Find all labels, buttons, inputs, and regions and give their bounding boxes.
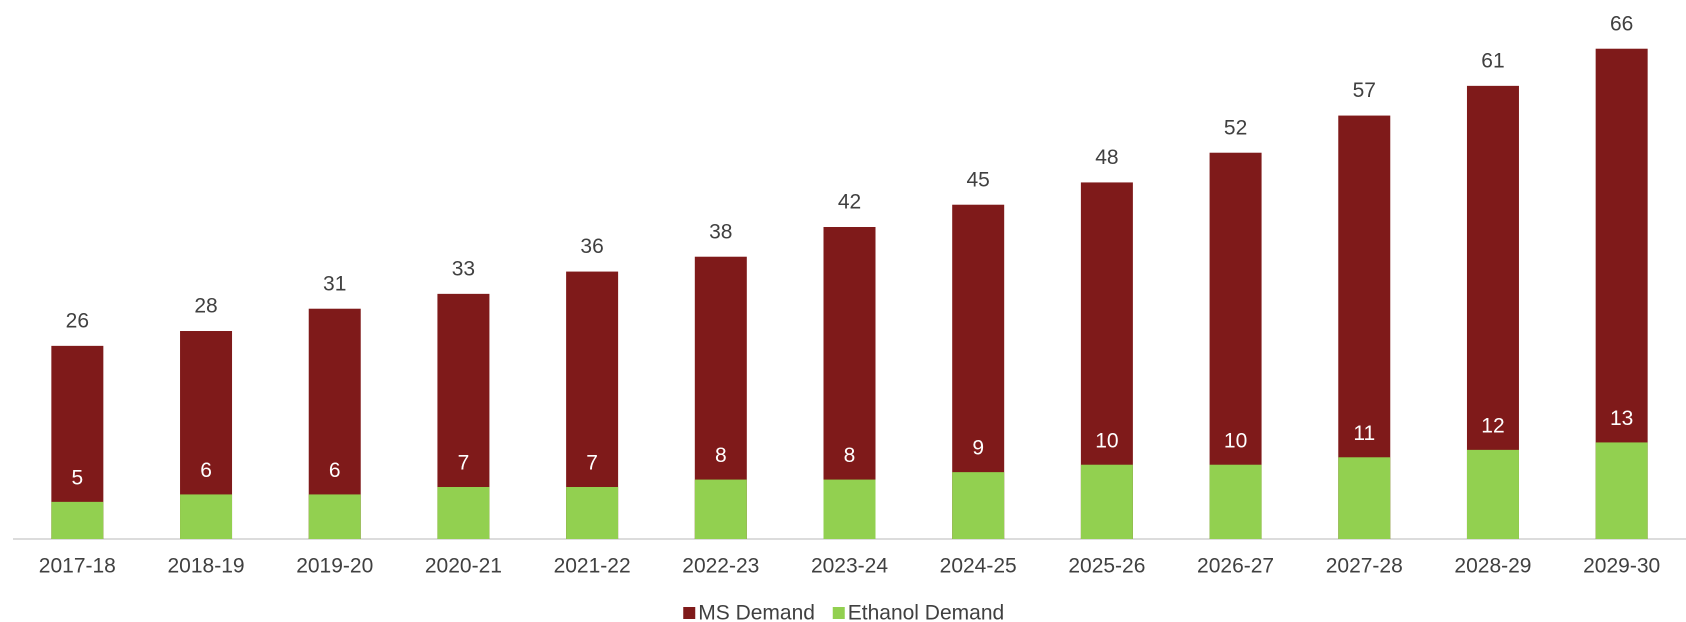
bar: [1338, 457, 1391, 539]
x-tick-label: 2023-24: [811, 555, 888, 578]
x-tick-label: 2024-25: [940, 555, 1017, 578]
x-tick-label: 2026-27: [1197, 555, 1274, 578]
x-tick-label: 2021-22: [554, 555, 631, 578]
value-label: 13: [1610, 407, 1633, 430]
legend-label: Ethanol Demand: [848, 602, 1004, 622]
x-tick-label: 2019-20: [296, 555, 373, 578]
bar: [180, 494, 233, 539]
legend-swatch: [832, 607, 845, 619]
x-tick-label: 2029-30: [1583, 555, 1660, 578]
bar: [1209, 464, 1262, 539]
x-tick-label: 2017-18: [39, 555, 116, 578]
value-label: 31: [323, 272, 346, 295]
bar: [308, 494, 361, 539]
value-label: 45: [967, 168, 990, 191]
bar: [566, 487, 619, 539]
bar: [51, 501, 104, 539]
value-label: 33: [452, 257, 475, 280]
bar: [1466, 449, 1519, 539]
value-label: 10: [1224, 429, 1247, 452]
value-label: 36: [580, 235, 603, 258]
value-label: 38: [709, 220, 732, 243]
x-tick-label: 2018-19: [167, 555, 244, 578]
bar: [694, 479, 747, 539]
x-tick-label: 2025-26: [1068, 555, 1145, 578]
value-label: 48: [1095, 146, 1118, 169]
value-label: 7: [458, 452, 470, 475]
value-label: 7: [586, 452, 598, 475]
value-label: 66: [1610, 12, 1633, 35]
bar: [1080, 464, 1133, 539]
x-tick-label: 2022-23: [682, 555, 759, 578]
legend-swatch: [683, 607, 696, 619]
bar: [823, 479, 876, 539]
bar: [437, 487, 490, 539]
x-tick-label: 2020-21: [425, 555, 502, 578]
value-label: 12: [1481, 414, 1504, 437]
value-label: 28: [194, 295, 217, 318]
value-label: 57: [1353, 79, 1376, 102]
value-label: 8: [715, 444, 727, 467]
value-label: 6: [329, 459, 341, 482]
x-tick-label: 2027-28: [1326, 555, 1403, 578]
value-label: 52: [1224, 116, 1247, 139]
value-label: 42: [838, 191, 861, 214]
value-label: 11: [1353, 422, 1375, 445]
x-tick-label: 2028-29: [1454, 555, 1531, 578]
value-label: 26: [66, 309, 89, 332]
bar: [1595, 442, 1648, 539]
value-label: 61: [1481, 49, 1504, 72]
value-label: 8: [844, 444, 856, 467]
legend-label: MS Demand: [698, 602, 815, 622]
value-label: 6: [200, 459, 212, 482]
value-label: 5: [72, 466, 84, 489]
bar: [952, 472, 1005, 539]
value-label: 9: [972, 437, 984, 460]
value-label: 10: [1095, 429, 1118, 452]
